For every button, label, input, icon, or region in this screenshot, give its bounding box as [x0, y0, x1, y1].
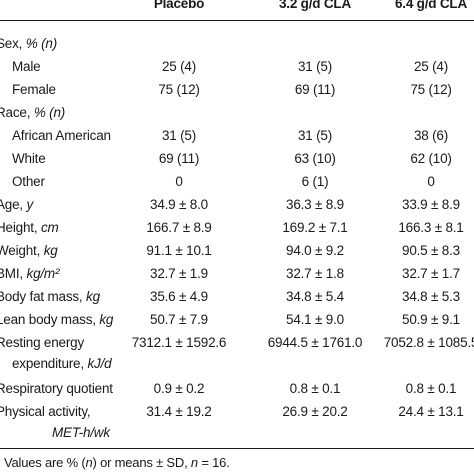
table-row: Body fat mass, kg 35.6 ± 4.9 34.8 ± 5.4 …	[0, 286, 474, 310]
table-row: Lean body mass, kg 50.7 ± 7.9 54.1 ± 9.0…	[0, 309, 474, 333]
table-row: Physical activity, 31.4 ± 19.2 26.9 ± 20…	[0, 401, 474, 425]
cell-cla-6-4: 7052.8 ± 1085.5	[383, 335, 474, 350]
cell-cla-6-4: 32.7 ± 1.7	[402, 266, 460, 281]
table-row: expenditure, kJ/d	[0, 353, 474, 377]
table-row: Resting energy 7312.1 ± 1592.6 6944.5 ± …	[0, 332, 474, 356]
cell-cla-3-2: 63 (10)	[294, 151, 336, 166]
cell-cla-6-4: 90.5 ± 8.3	[402, 243, 460, 258]
row-label: expenditure, kJ/d	[12, 356, 112, 371]
row-label: BMI, kg/m²	[0, 266, 60, 281]
table-row: Respiratory quotient 0.9 ± 0.2 0.8 ± 0.1…	[0, 378, 474, 402]
cell-placebo: 32.7 ± 1.9	[150, 266, 208, 281]
row-label: MET-h/wk	[52, 425, 110, 440]
cell-cla-6-4: 75 (12)	[410, 82, 452, 97]
cell-placebo: 69 (11)	[158, 151, 200, 166]
cell-cla-3-2: 54.1 ± 9.0	[286, 312, 344, 327]
table-row: Female 75 (12) 69 (11) 75 (12)	[0, 79, 474, 103]
table-row: Height, cm 166.7 ± 8.9 169.2 ± 7.1 166.3…	[0, 217, 474, 241]
header-rule	[0, 20, 474, 21]
header-cla-6-4: 6.4 g/d CLA	[394, 0, 468, 11]
table-row: MET-h/wk	[0, 422, 474, 446]
row-label: Female	[12, 82, 56, 97]
row-label: Physical activity,	[0, 404, 91, 419]
row-label: Resting energy	[0, 335, 85, 350]
table-row: African American 31 (5) 31 (5) 38 (6)	[0, 125, 474, 149]
row-label: Respiratory quotient	[0, 381, 113, 396]
row-label: Sex, % (n)	[0, 36, 58, 51]
cell-cla-3-2: 69 (11)	[294, 82, 336, 97]
cell-cla-6-4: 38 (6)	[413, 128, 449, 143]
row-label: Body fat mass, kg	[0, 289, 100, 304]
row-label: Height, cm	[0, 220, 59, 235]
cell-cla-6-4: 0	[427, 174, 435, 189]
cell-cla-6-4: 34.8 ± 5.3	[402, 289, 460, 304]
row-label: Other	[12, 174, 45, 189]
row-label: Weight, kg	[0, 243, 58, 258]
cell-cla-3-2: 34.8 ± 5.4	[286, 289, 344, 304]
table-row: Weight, kg 91.1 ± 10.1 94.0 ± 9.2 90.5 ±…	[0, 240, 474, 264]
header-cla-3-2: 3.2 g/d CLA	[278, 0, 352, 11]
cell-cla-3-2: 0.8 ± 0.1	[289, 381, 341, 396]
cell-placebo: 91.1 ± 10.1	[146, 243, 212, 258]
cell-placebo: 31 (5)	[161, 128, 197, 143]
table-row: Male 25 (4) 31 (5) 25 (4)	[0, 56, 474, 80]
cell-cla-3-2: 169.2 ± 7.1	[282, 220, 348, 235]
cell-cla-3-2: 36.3 ± 8.9	[286, 197, 344, 212]
row-label: Race, % (n)	[0, 105, 66, 120]
cell-cla-6-4: 62 (10)	[410, 151, 452, 166]
cell-cla-3-2: 26.9 ± 20.2	[282, 404, 348, 419]
cell-cla-6-4: 33.9 ± 8.9	[402, 197, 460, 212]
cell-cla-6-4: 50.9 ± 9.1	[402, 312, 460, 327]
table-row: White 69 (11) 63 (10) 62 (10)	[0, 148, 474, 172]
cell-cla-6-4: 166.3 ± 8.1	[398, 220, 464, 235]
table-footnote: Values are % (n) or means ± SD, n = 16.	[4, 455, 230, 470]
cell-cla-3-2: 6 (1)	[301, 174, 329, 189]
cell-placebo: 35.6 ± 4.9	[150, 289, 208, 304]
cell-placebo: 34.9 ± 8.0	[150, 197, 208, 212]
cell-placebo: 50.7 ± 7.9	[150, 312, 208, 327]
row-label: Lean body mass, kg	[0, 312, 114, 327]
cell-cla-3-2: 94.0 ± 9.2	[286, 243, 344, 258]
row-label: Age, y	[0, 197, 34, 212]
cell-placebo: 31.4 ± 19.2	[146, 404, 212, 419]
cell-placebo: 25 (4)	[161, 59, 197, 74]
cell-placebo: 0	[175, 174, 183, 189]
bottom-rule	[0, 448, 474, 449]
table-row: Age, y 34.9 ± 8.0 36.3 ± 8.9 33.9 ± 8.9	[0, 194, 474, 218]
header-placebo: Placebo	[153, 0, 205, 11]
cell-placebo: 7312.1 ± 1592.6	[131, 335, 227, 350]
table-row: Sex, % (n)	[0, 33, 474, 57]
cell-cla-3-2: 6944.5 ± 1761.0	[267, 335, 363, 350]
row-label: Male	[12, 59, 41, 74]
row-label: White	[12, 151, 46, 166]
cell-cla-6-4: 25 (4)	[413, 59, 449, 74]
cell-placebo: 0.9 ± 0.2	[153, 381, 205, 396]
cell-placebo: 75 (12)	[158, 82, 200, 97]
cell-cla-6-4: 24.4 ± 13.1	[398, 404, 464, 419]
table-row: Other 0 6 (1) 0	[0, 171, 474, 195]
cell-cla-6-4: 0.8 ± 0.1	[405, 381, 457, 396]
row-label: African American	[12, 128, 111, 143]
table-row: Race, % (n)	[0, 102, 474, 126]
table-header-row: Placebo 3.2 g/d CLA 6.4 g/d CLA	[0, 0, 474, 20]
cell-cla-3-2: 31 (5)	[297, 59, 333, 74]
cell-cla-3-2: 32.7 ± 1.8	[286, 266, 344, 281]
cell-cla-3-2: 31 (5)	[297, 128, 333, 143]
cell-placebo: 166.7 ± 8.9	[146, 220, 212, 235]
table-row: BMI, kg/m² 32.7 ± 1.9 32.7 ± 1.8 32.7 ± …	[0, 263, 474, 287]
